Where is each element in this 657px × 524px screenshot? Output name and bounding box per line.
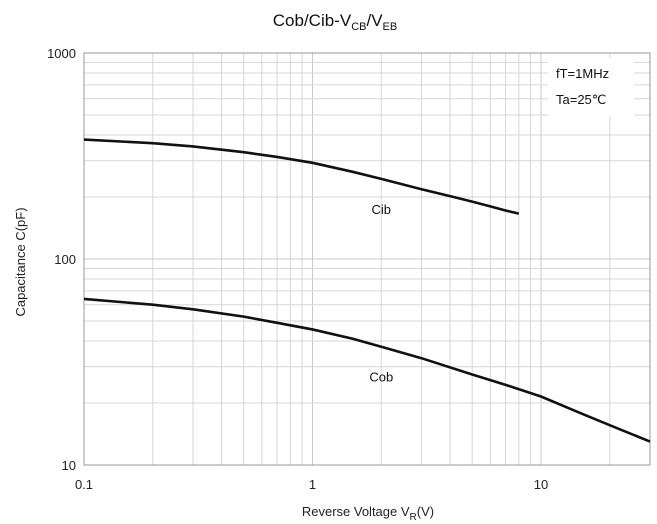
series-line-cob — [83, 297, 651, 443]
y-tick-label: 1000 — [47, 46, 76, 61]
y-tick-label: 10 — [62, 458, 76, 473]
tick-labels: 0.1 1 10 1000 100 10 — [47, 46, 548, 492]
x-axis-label: Reverse Voltage VR(V) — [302, 504, 434, 523]
annotation-temperature: Ta=25℃ — [556, 92, 606, 107]
series-label-cib: Cib — [372, 202, 392, 217]
plot-frame — [83, 52, 651, 466]
annotation-box — [548, 58, 634, 116]
x-tick-label: 0.1 — [75, 477, 93, 492]
annotation-frequency: fT=1MHz — [556, 66, 609, 81]
x-tick-label: 10 — [534, 477, 548, 492]
y-axis-label: Capacitance C(pF) — [13, 207, 28, 316]
y-tick-label: 100 — [54, 252, 76, 267]
chart-title: Cob/Cib-VCB/VEB — [273, 11, 397, 33]
series-line-cib — [83, 138, 520, 215]
series-layer: Cib Cob — [83, 138, 651, 443]
x-tick-label: 1 — [309, 477, 316, 492]
series-label-cob: Cob — [369, 370, 393, 385]
